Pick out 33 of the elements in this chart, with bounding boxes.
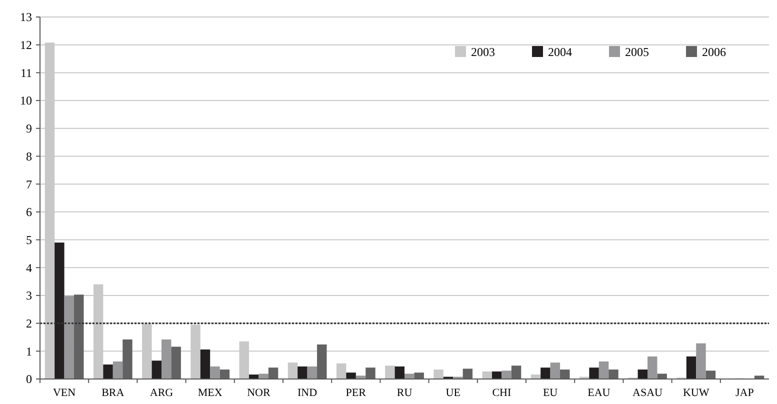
y-tick-label: 4	[26, 260, 32, 275]
y-tick-label: 0	[26, 372, 32, 386]
x-tick-label: ARG	[150, 387, 174, 399]
legend-label: 2003	[471, 45, 495, 60]
y-tick-label: 8	[26, 149, 32, 164]
y-tick-label: 13	[20, 10, 32, 24]
y-tick-label: 3	[26, 288, 32, 303]
x-tick-label: EU	[542, 387, 558, 399]
x-tick-label: KUW	[682, 387, 710, 399]
legend-label: 2006	[702, 45, 726, 60]
x-tick-label: VEN	[52, 387, 76, 399]
x-tick-label: UE	[446, 387, 461, 399]
x-tick-label: CHI	[492, 387, 512, 399]
y-tick-label: 9	[26, 122, 32, 136]
y-tick-label: 2	[26, 316, 32, 331]
legend-label: 2005	[625, 45, 649, 60]
y-tick-label: 6	[26, 205, 32, 220]
y-tick-label: 12	[20, 38, 32, 52]
y-tick-label: 7	[26, 177, 32, 192]
y-tick-label: 5	[26, 232, 32, 247]
x-tick-label: NOR	[247, 387, 271, 399]
y-tick-label: 1	[26, 344, 32, 358]
x-tick-label: ASAU	[632, 387, 663, 399]
legend-label: 2004	[548, 45, 572, 60]
x-tick-label: PER	[346, 387, 367, 399]
x-tick-label: JAP	[736, 387, 754, 399]
x-tick-label: MEX	[198, 387, 222, 399]
y-tick-label: 10	[20, 94, 32, 108]
x-tick-label: RU	[396, 387, 412, 399]
x-tick-label: IND	[298, 387, 318, 399]
x-tick-label: BRA	[102, 387, 124, 399]
y-tick-label: 11	[20, 66, 32, 80]
x-tick-label: EAU	[588, 387, 610, 399]
